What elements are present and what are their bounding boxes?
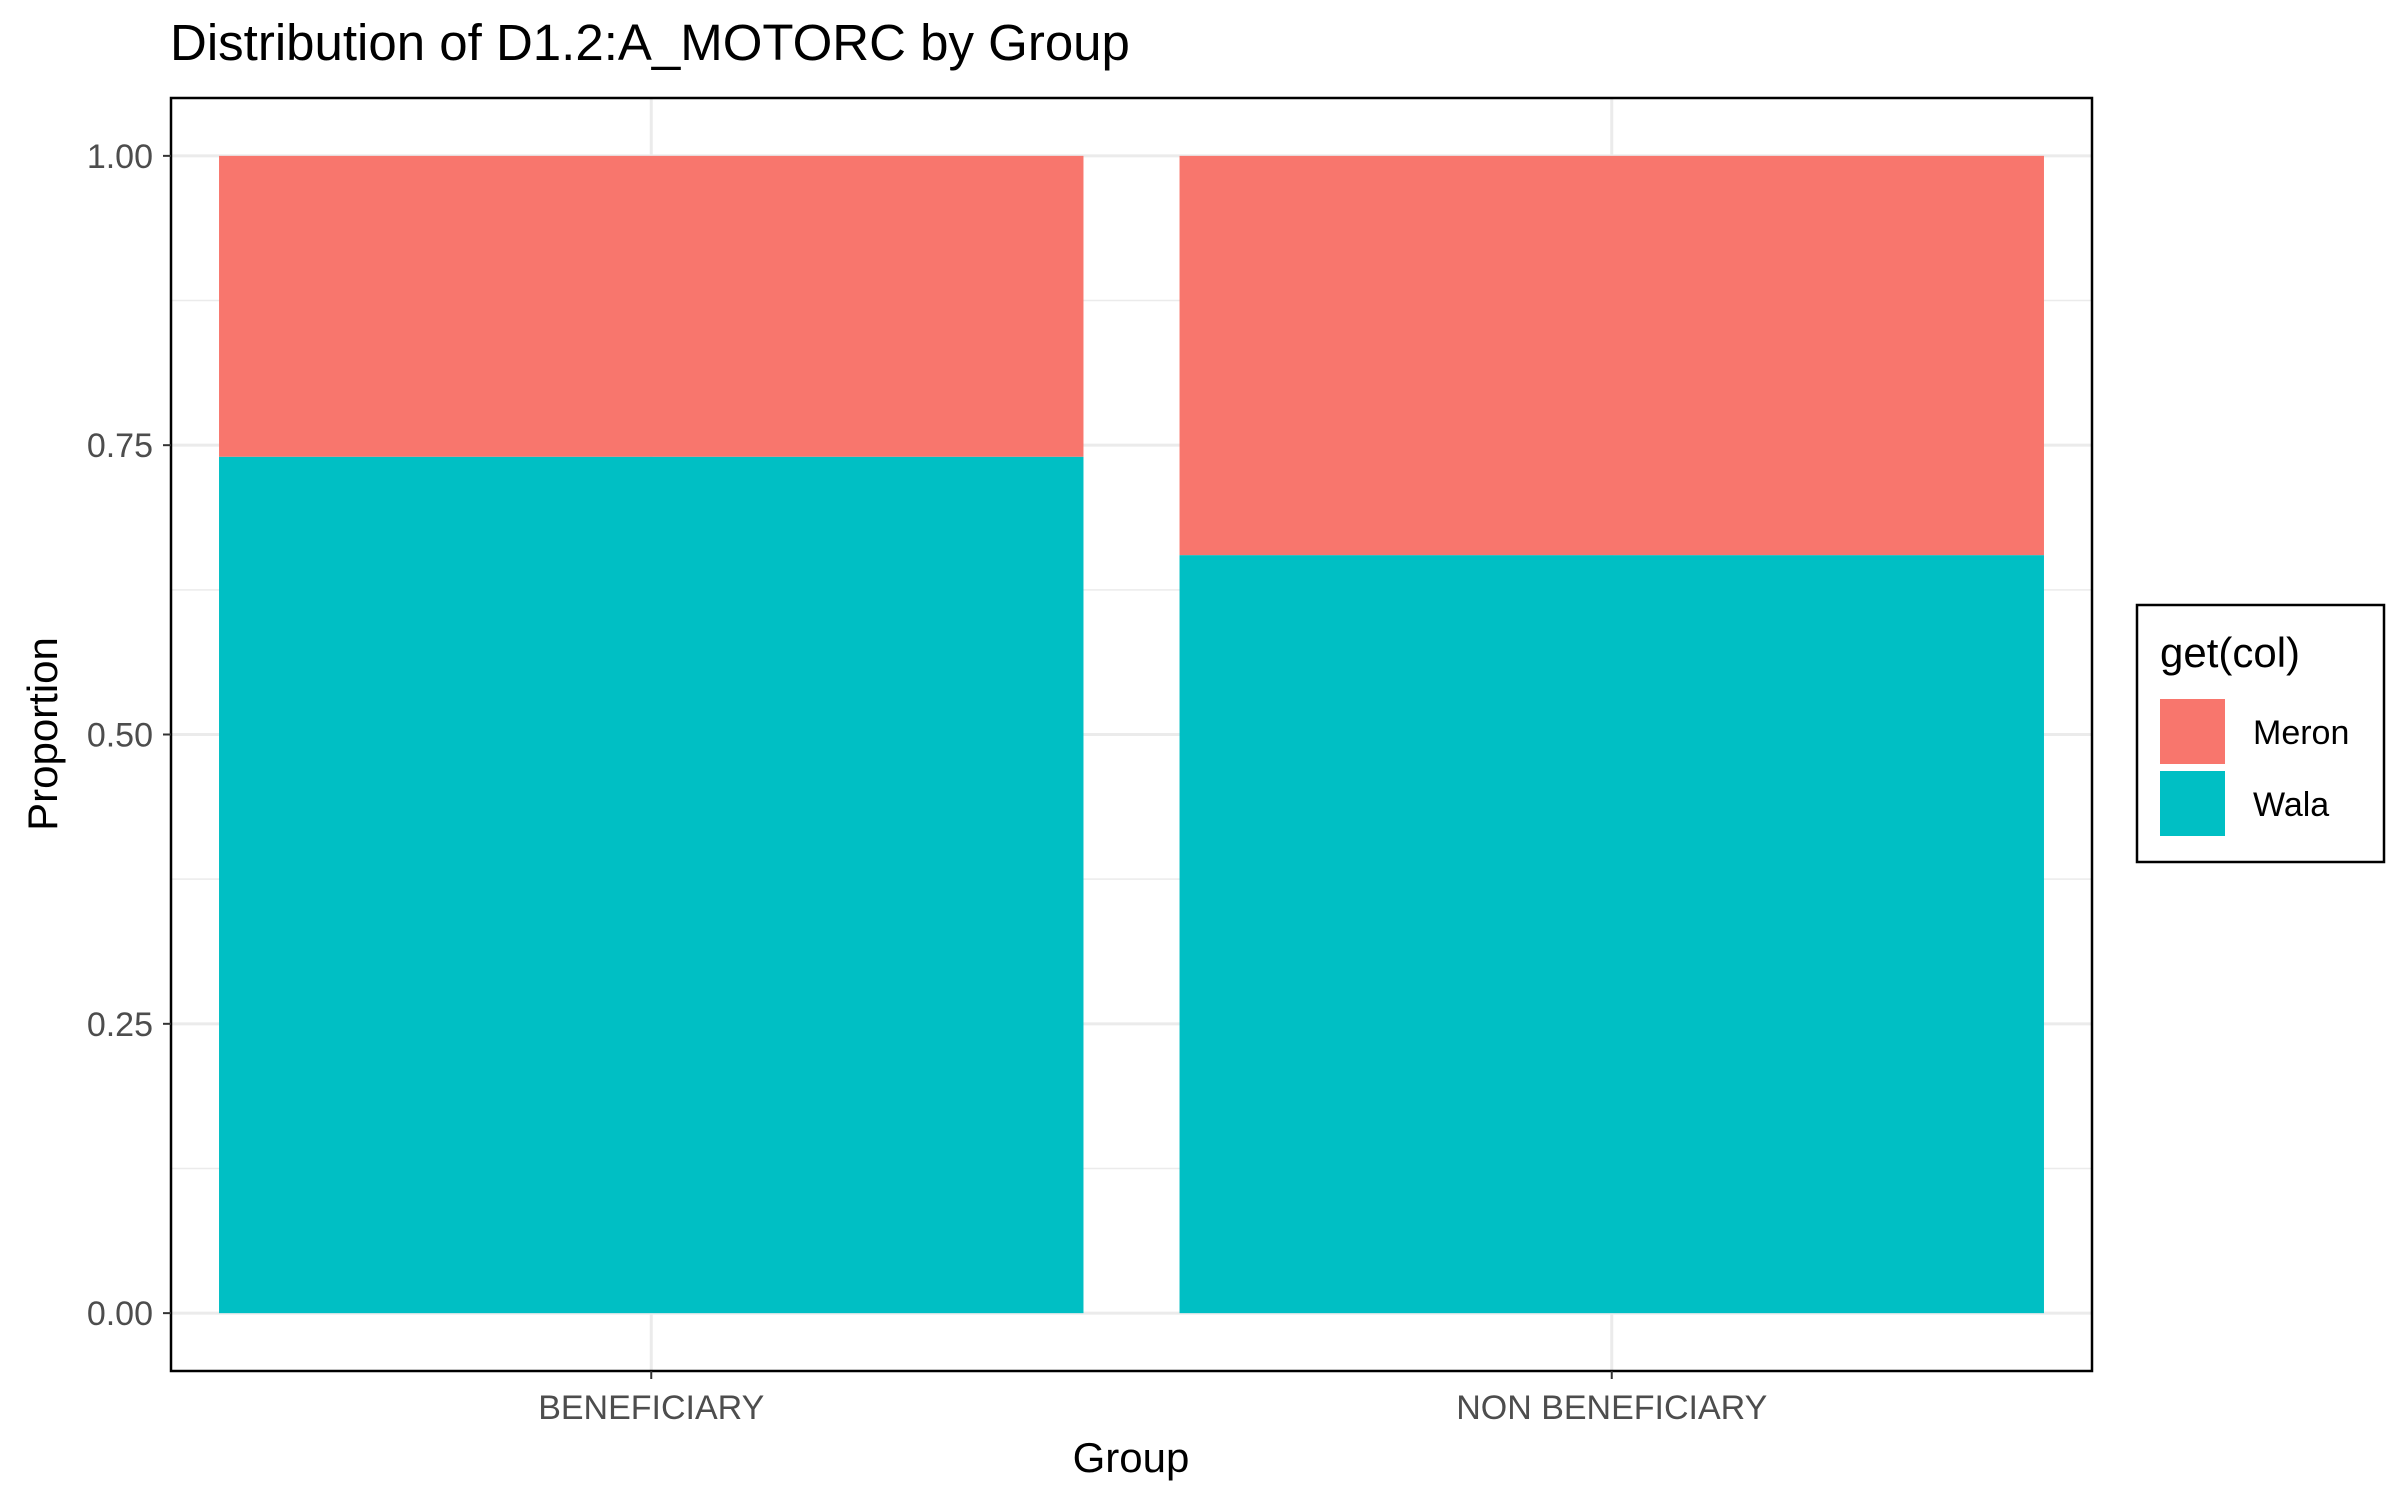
legend: get(col) Meron Wala [2135, 603, 2386, 864]
x-axis-title: Group [1073, 1434, 1190, 1481]
legend-key-meron [2160, 699, 2225, 764]
bars [219, 155, 2044, 1314]
x-axis: BENEFICIARY NON BENEFICIARY [538, 1371, 1767, 1427]
bar-wala-1 [1179, 555, 2044, 1314]
x-tick-label: NON BENEFICIARY [1456, 1389, 1767, 1427]
legend-items: Meron Wala [2160, 699, 2349, 836]
y-tick-label: 0.50 [87, 717, 153, 755]
x-tick-label: BENEFICIARY [538, 1389, 764, 1427]
y-tick-label: 0.75 [87, 427, 153, 465]
y-tick-label: 0.00 [87, 1295, 153, 1333]
y-axis-title: Proportion [19, 637, 66, 831]
chart-title: Distribution of D1.2:A_MOTORC by Group [170, 14, 1130, 71]
legend-label-wala: Wala [2253, 786, 2329, 824]
bar-meron-1 [1179, 155, 2044, 556]
y-axis: 0.00 0.25 0.50 0.75 1.00 [87, 138, 171, 1333]
legend-title: get(col) [2160, 629, 2300, 676]
y-tick-label: 1.00 [87, 138, 153, 176]
bar-wala-0 [219, 456, 1084, 1314]
legend-label-meron: Meron [2253, 714, 2349, 752]
bar-meron-0 [219, 155, 1084, 457]
legend-key-wala [2160, 771, 2225, 836]
y-tick-label: 0.25 [87, 1006, 153, 1044]
